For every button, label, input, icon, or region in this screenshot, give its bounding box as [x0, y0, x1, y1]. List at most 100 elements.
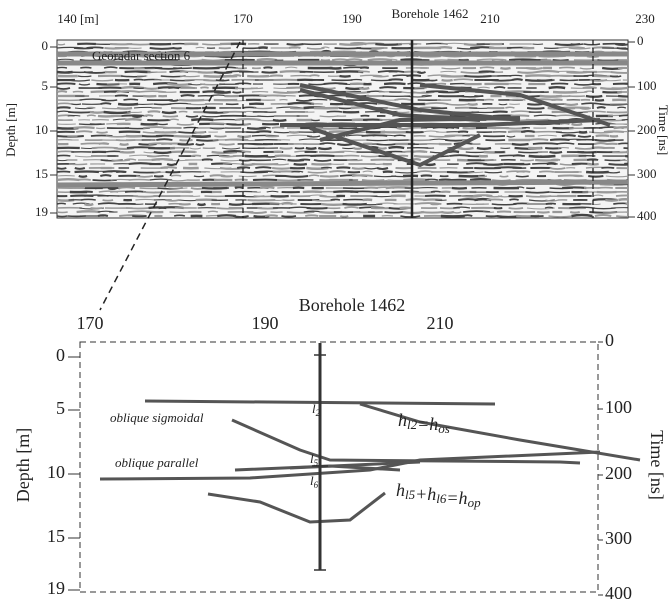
radar-stroke [77, 75, 92, 78]
radar-stroke [91, 79, 114, 82]
radar-stroke [618, 198, 628, 202]
radar-stroke [512, 154, 524, 157]
radar-stroke [272, 118, 287, 122]
depth-tick: 5 [42, 78, 49, 93]
radar-stroke [83, 71, 109, 74]
radar-stroke [77, 178, 91, 181]
radar-stroke [100, 102, 112, 105]
radar-stroke [618, 130, 628, 133]
radar-stroke [484, 171, 503, 174]
radar-stroke [119, 142, 129, 146]
radar-stroke [491, 58, 507, 61]
radar-stroke [445, 126, 460, 129]
radar-stroke [449, 154, 471, 157]
radar-stroke [305, 146, 317, 150]
radar-stroke [424, 178, 439, 181]
radar-stroke [528, 199, 555, 202]
radar-stroke [185, 115, 199, 118]
radar-stroke [617, 94, 628, 98]
radar-stroke [101, 99, 118, 102]
radar-stroke [74, 107, 94, 110]
radar-stroke [143, 86, 160, 90]
reflector [207, 491, 386, 524]
radar-stroke [119, 150, 135, 154]
radar-stroke [571, 213, 593, 218]
radar-stroke [469, 178, 492, 182]
reflector [231, 418, 581, 465]
x-label: 170 [233, 11, 253, 26]
radar-stroke [556, 142, 575, 145]
radar-stroke [626, 150, 628, 154]
radar-stroke [189, 147, 202, 150]
radar-stroke [250, 87, 264, 90]
radar-stroke [496, 210, 512, 213]
radar-stroke [563, 102, 579, 107]
radar-stroke [320, 58, 331, 62]
radar-stroke [238, 175, 257, 178]
detail-reflectors [99, 343, 641, 571]
radar-stroke [172, 46, 182, 50]
radar-stroke [162, 115, 179, 118]
radar-stroke [317, 146, 332, 151]
radar-stroke [168, 118, 180, 121]
radar-stroke [286, 211, 315, 214]
radar-stroke [247, 211, 267, 214]
radar-stroke [57, 154, 71, 157]
radar-stroke [256, 57, 278, 62]
subscript: l2 [407, 417, 418, 432]
radar-stroke [511, 78, 523, 81]
time-tick: 300 [637, 166, 657, 181]
radar-stroke [592, 194, 604, 197]
reflector [359, 402, 641, 462]
x-label: 170 [77, 313, 104, 333]
radar-stroke [393, 134, 406, 137]
radar-stroke [305, 214, 319, 217]
radar-stroke [362, 170, 373, 173]
reflector [234, 464, 401, 472]
base: h [396, 480, 405, 500]
radar-stroke [394, 98, 411, 101]
detail-frame [79, 341, 599, 593]
time-tick: 300 [605, 528, 632, 548]
radar-stroke [116, 90, 140, 93]
radar-stroke [279, 146, 293, 150]
radar-stroke [246, 126, 267, 130]
radar-stroke [193, 175, 205, 178]
radar-stroke [151, 158, 174, 162]
radar-stroke [416, 71, 426, 74]
radar-stroke [57, 82, 76, 85]
radar-stroke [281, 201, 294, 206]
radar-stroke [525, 74, 551, 78]
radar-stroke [585, 94, 603, 98]
depth-tick: 19 [35, 204, 48, 219]
radar-stroke [624, 154, 628, 158]
radar-stroke [218, 143, 235, 146]
radar-stroke [214, 90, 231, 94]
radar-stroke [116, 106, 133, 110]
time-tick: 200 [637, 122, 657, 137]
radar-stroke [499, 175, 509, 178]
radar-stroke [97, 214, 109, 218]
radar-stroke [72, 202, 90, 205]
radar-stroke [404, 95, 432, 98]
radar-stroke [291, 170, 304, 173]
reflector [319, 116, 521, 142]
radar-stroke [224, 138, 249, 141]
radar-stroke [402, 210, 425, 215]
base: l [310, 451, 314, 466]
radar-stroke [441, 78, 453, 82]
radar-stroke [562, 186, 587, 190]
time-tick: 200 [605, 463, 632, 483]
radar-stroke [57, 211, 68, 214]
radar-stroke [376, 143, 397, 146]
radar-stroke [57, 66, 68, 69]
radar-stroke [68, 163, 88, 166]
radar-stroke [57, 106, 71, 110]
radar-stroke [386, 58, 398, 61]
radar-stroke [463, 210, 491, 213]
radar-stroke [336, 142, 353, 146]
reflector [419, 83, 611, 127]
radar-stroke [196, 202, 207, 207]
radar-stroke [253, 107, 273, 110]
radar-stroke [511, 142, 529, 146]
